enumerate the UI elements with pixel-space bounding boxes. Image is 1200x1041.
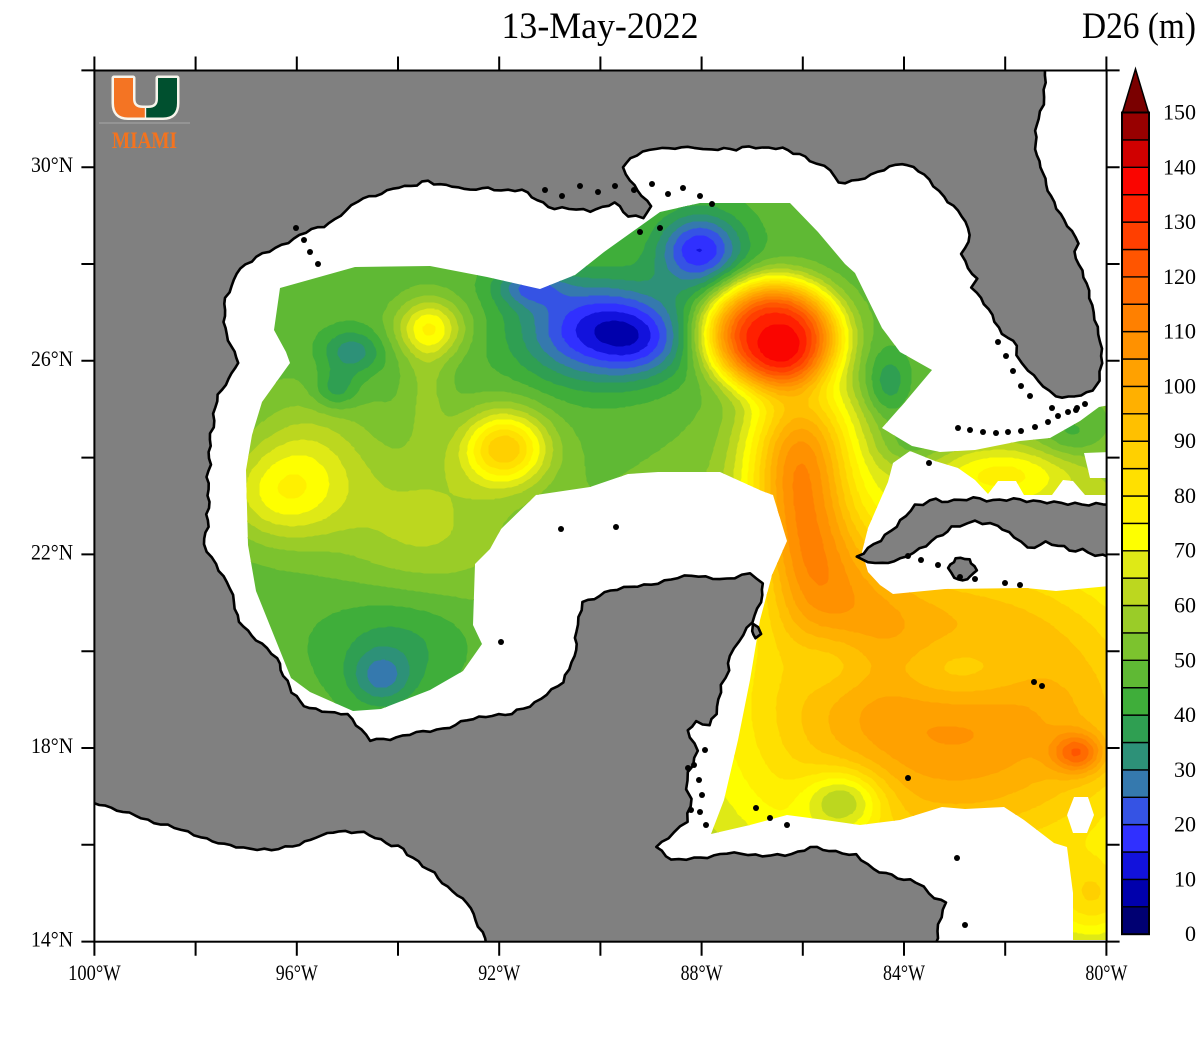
svg-text:100°W: 100°W bbox=[68, 960, 121, 985]
svg-text:96°W: 96°W bbox=[276, 960, 318, 985]
svg-text:40: 40 bbox=[1174, 702, 1196, 727]
svg-text:MIAMI: MIAMI bbox=[112, 128, 177, 153]
svg-text:30: 30 bbox=[1174, 757, 1196, 782]
svg-text:120: 120 bbox=[1163, 264, 1196, 289]
svg-text:50: 50 bbox=[1174, 647, 1196, 672]
svg-text:100: 100 bbox=[1163, 373, 1196, 398]
svg-text:92°W: 92°W bbox=[478, 960, 520, 985]
svg-text:22°N: 22°N bbox=[31, 539, 73, 564]
svg-text:90: 90 bbox=[1174, 428, 1196, 453]
svg-text:18°N: 18°N bbox=[31, 733, 73, 758]
svg-text:150: 150 bbox=[1163, 100, 1196, 125]
svg-text:80°W: 80°W bbox=[1085, 960, 1127, 985]
svg-text:14°N: 14°N bbox=[31, 927, 73, 952]
svg-text:13-May-2022: 13-May-2022 bbox=[502, 6, 699, 47]
svg-text:84°W: 84°W bbox=[883, 960, 925, 985]
svg-text:30°N: 30°N bbox=[31, 152, 73, 177]
svg-text:D26 (m): D26 (m) bbox=[1082, 6, 1196, 47]
svg-text:88°W: 88°W bbox=[681, 960, 723, 985]
svg-text:80: 80 bbox=[1174, 483, 1196, 508]
svg-text:20: 20 bbox=[1174, 812, 1196, 837]
svg-text:10: 10 bbox=[1174, 866, 1196, 891]
svg-text:70: 70 bbox=[1174, 538, 1196, 563]
svg-text:110: 110 bbox=[1163, 319, 1196, 344]
svg-text:140: 140 bbox=[1163, 154, 1196, 179]
svg-text:0: 0 bbox=[1185, 921, 1196, 946]
svg-text:60: 60 bbox=[1174, 593, 1196, 618]
svg-text:130: 130 bbox=[1163, 209, 1196, 234]
svg-text:26°N: 26°N bbox=[31, 346, 73, 371]
